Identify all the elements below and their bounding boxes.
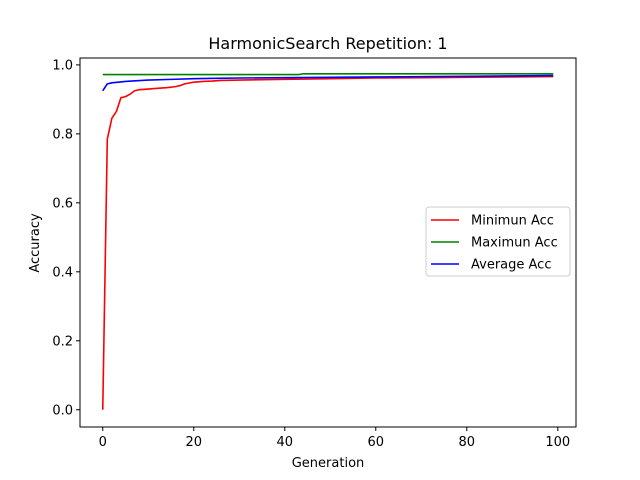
chart-title: HarmonicSearch Repetition: 1 bbox=[208, 34, 447, 53]
legend-label-3: Average Acc bbox=[471, 258, 551, 273]
plot-frame bbox=[79, 57, 577, 428]
x-tick-label: 100 bbox=[545, 435, 570, 450]
legend: Minimun Acc Maximun Acc Average Acc bbox=[425, 206, 571, 277]
y-tick-label: 0.6 bbox=[52, 196, 73, 211]
plot-lines bbox=[101, 73, 554, 410]
y-tick-label: 1.0 bbox=[52, 58, 73, 73]
y-axis: 0.0 0.2 0.4 0.6 0.8 1.0 bbox=[52, 58, 80, 418]
legend-label-2: Maximun Acc bbox=[471, 236, 558, 251]
y-tick-label: 0.8 bbox=[52, 127, 73, 142]
series-line-3 bbox=[102, 74, 554, 92]
y-tick-label: 0.0 bbox=[52, 403, 73, 418]
x-tick-label: 80 bbox=[459, 435, 476, 450]
x-tick-label: 40 bbox=[276, 435, 293, 450]
x-tick-label: 60 bbox=[368, 435, 385, 450]
x-tick-label: 0 bbox=[99, 435, 107, 450]
y-axis-label: Accuracy bbox=[28, 213, 43, 273]
legend-box bbox=[425, 206, 571, 277]
x-tick-label: 20 bbox=[185, 435, 202, 450]
x-axis-label: Generation bbox=[292, 456, 365, 471]
series-line-1 bbox=[101, 75, 554, 410]
y-tick-label: 0.4 bbox=[52, 265, 73, 280]
y-tick-label: 0.2 bbox=[52, 334, 73, 349]
legend-label-1: Minimun Acc bbox=[471, 214, 554, 229]
x-axis: 0 20 40 60 80 100 bbox=[99, 427, 570, 450]
series-line-2 bbox=[102, 73, 554, 76]
